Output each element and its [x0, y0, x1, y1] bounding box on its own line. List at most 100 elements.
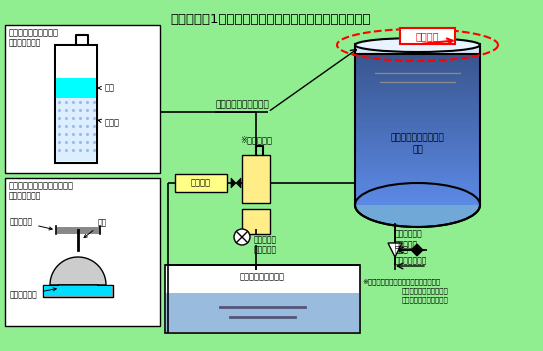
Bar — [55, 45, 97, 163]
Bar — [356, 78, 479, 81]
Bar — [356, 130, 479, 133]
Bar — [356, 195, 479, 198]
Bar — [356, 187, 479, 190]
Bar — [356, 122, 479, 125]
Polygon shape — [411, 244, 423, 256]
Bar — [356, 120, 479, 123]
Bar — [356, 81, 479, 84]
Bar — [356, 192, 479, 195]
Bar — [356, 73, 479, 76]
Polygon shape — [236, 178, 241, 188]
Bar — [356, 63, 479, 66]
Bar — [56, 78, 96, 98]
Bar — [356, 102, 479, 105]
Bar — [356, 94, 479, 97]
Text: 所内用水: 所内用水 — [191, 179, 211, 187]
Bar — [356, 143, 479, 146]
Bar — [356, 156, 479, 159]
Bar — [356, 174, 479, 177]
Bar — [356, 55, 479, 58]
Bar — [356, 138, 479, 141]
Bar — [356, 153, 479, 157]
Bar — [166, 293, 359, 332]
Bar — [356, 97, 479, 100]
Bar — [356, 159, 479, 161]
Bar — [175, 174, 227, 192]
Bar — [356, 117, 479, 120]
Bar — [356, 200, 479, 203]
Bar — [356, 53, 479, 56]
Polygon shape — [388, 243, 402, 257]
Bar — [356, 68, 479, 71]
Bar — [356, 76, 479, 79]
Bar — [356, 66, 479, 68]
Bar — [356, 133, 479, 136]
Bar — [56, 46, 96, 78]
Polygon shape — [58, 285, 98, 295]
Bar — [356, 197, 479, 200]
Bar — [44, 286, 112, 296]
Bar — [356, 86, 479, 89]
Text: 復水脱塩装置中和槽: 復水脱塩装置中和槽 — [240, 272, 285, 282]
Text: 復水脱塩装置塩酸貯槽: 復水脱塩装置塩酸貯槽 — [390, 133, 444, 143]
Polygon shape — [231, 178, 236, 188]
Bar — [356, 135, 479, 138]
Bar — [356, 148, 479, 151]
Ellipse shape — [355, 38, 480, 52]
Text: 中和用
塩酸供給ポンプ: 中和用 塩酸供給ポンプ — [395, 245, 427, 265]
Bar — [356, 99, 479, 102]
Bar — [356, 127, 479, 131]
Bar — [356, 177, 479, 180]
Bar — [356, 71, 479, 74]
Text: スクラバー
バイパス弁: スクラバー バイパス弁 — [254, 235, 277, 254]
Bar — [356, 151, 479, 154]
Circle shape — [234, 229, 250, 245]
Bar — [356, 91, 479, 94]
Bar — [400, 28, 455, 44]
Bar — [356, 161, 479, 164]
Text: 着させて、回収する設置: 着させて、回収する設置 — [402, 296, 449, 303]
Bar — [5, 178, 160, 326]
Text: 伊方発電所1号機　復水脱塩装置塩酸貯槽まわり概略図: 伊方発電所1号機 復水脱塩装置塩酸貯槽まわり概略図 — [171, 13, 371, 26]
Bar — [242, 155, 270, 203]
Bar — [43, 285, 113, 297]
Bar — [356, 110, 479, 113]
Bar — [356, 182, 479, 185]
Bar — [356, 166, 479, 169]
Polygon shape — [50, 257, 106, 285]
Bar — [356, 50, 479, 53]
Bar — [165, 265, 360, 333]
Bar — [356, 125, 479, 128]
Bar — [356, 179, 479, 182]
Bar — [356, 140, 479, 144]
Bar — [356, 169, 479, 172]
Bar — [356, 114, 479, 118]
Text: スクラバーバイパス弁構造図: スクラバーバイパス弁構造図 — [9, 181, 74, 190]
Text: ダイヤフラム: ダイヤフラム — [10, 288, 56, 299]
Bar — [356, 60, 479, 64]
Text: 復水脱塩装置
塩酸計量槽: 復水脱塩装置 塩酸計量槽 — [395, 229, 423, 249]
Text: （事象発生時）: （事象発生時） — [9, 38, 41, 47]
Text: スクラバー内部構造図: スクラバー内部構造図 — [9, 28, 59, 37]
Bar — [356, 171, 479, 174]
Text: （事象発生時）: （事象発生時） — [9, 191, 41, 200]
Bar — [242, 209, 270, 234]
Bar — [56, 98, 96, 161]
Bar — [356, 112, 479, 115]
Polygon shape — [355, 205, 480, 227]
Text: 残水: 残水 — [98, 84, 115, 93]
Text: １号: １号 — [412, 146, 423, 154]
Bar — [356, 190, 479, 193]
Bar — [356, 203, 479, 205]
Text: 弁棒: 弁棒 — [84, 219, 108, 238]
Text: 弁ハンドル: 弁ハンドル — [10, 218, 52, 230]
Bar — [356, 146, 479, 149]
Text: 充填材: 充填材 — [98, 119, 120, 127]
Bar — [355, 44, 480, 54]
Text: ※スクラバー　塩酸受入れ時に貯槽内の: ※スクラバー 塩酸受入れ時に貯槽内の — [362, 278, 440, 285]
Bar — [356, 84, 479, 87]
Text: 当該箇所: 当該箇所 — [415, 31, 439, 41]
Text: オーバーフローライン: オーバーフローライン — [215, 100, 269, 110]
Bar — [5, 25, 160, 173]
Text: 塩酸ガスを所内用水に吸: 塩酸ガスを所内用水に吸 — [402, 287, 449, 293]
